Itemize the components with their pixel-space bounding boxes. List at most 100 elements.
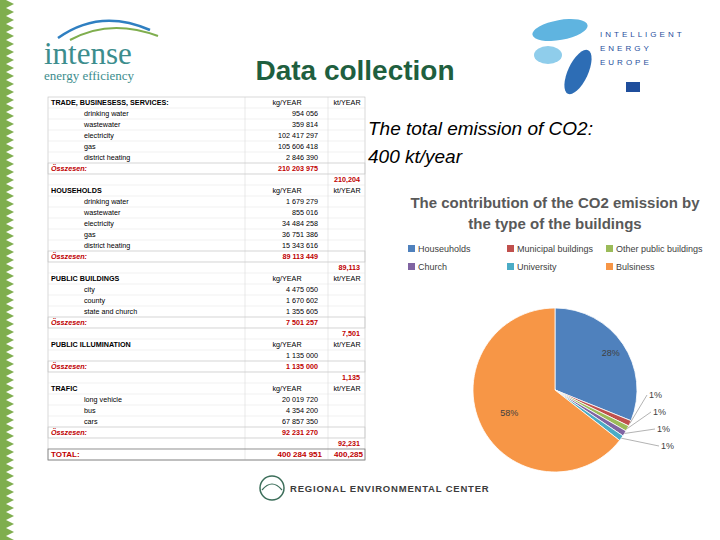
total-value: 210 203 975 xyxy=(278,164,318,173)
total-label: Összesen: xyxy=(51,362,88,371)
text-line: 400 kt/year xyxy=(368,146,463,167)
data-label: 1% xyxy=(649,390,662,400)
text-line: the type of the buildings xyxy=(468,215,641,232)
logo-text: EUROPE xyxy=(600,58,652,67)
total-kt: 210,204 xyxy=(334,175,360,184)
logo-text: intense xyxy=(44,36,132,71)
total-label: Összesen: xyxy=(51,252,88,261)
total-value: 1 135 000 xyxy=(286,362,318,371)
total-label: Összesen: xyxy=(51,428,88,437)
slide-text: The total emission of CO2: 400 kt/year xyxy=(368,118,593,167)
unit-header: kg/YEAR xyxy=(272,340,301,349)
logo-text: INTELLIGENT xyxy=(600,30,685,39)
data-label: 1% xyxy=(657,424,670,434)
eu-flag xyxy=(626,82,640,92)
chart-title: The contribution of the CO2 emission byt… xyxy=(410,194,700,232)
section-title: TRAFIC xyxy=(51,384,77,393)
total-label: Összesen: xyxy=(51,164,88,173)
section-title: HOUSEHOLDS xyxy=(51,186,102,195)
row-label: wastewater xyxy=(83,120,121,129)
total-kt: 1,135 xyxy=(342,373,360,382)
row-value: 15 343 616 xyxy=(282,241,318,250)
row-value: 2 846 390 xyxy=(286,153,318,162)
leader-line xyxy=(625,429,655,433)
leader-line xyxy=(621,438,659,446)
row-value: 102 417 297 xyxy=(278,131,318,140)
data-label: 28% xyxy=(602,348,620,358)
unit-header: kt/YEAR xyxy=(333,384,360,393)
data-label: 1% xyxy=(661,441,674,451)
total-label: Összesen: xyxy=(51,318,88,327)
unit-header: kg/YEAR xyxy=(272,384,301,393)
legend-swatch xyxy=(507,263,514,270)
row-label: bus xyxy=(84,406,96,415)
row-label: district heating xyxy=(84,153,130,162)
row-label: drinking water xyxy=(84,197,129,206)
total-row-border xyxy=(48,317,365,328)
row-value: 36 751 386 xyxy=(282,230,318,239)
chart: The contribution of the CO2 emission byt… xyxy=(408,194,703,472)
row-label: gas xyxy=(84,142,96,151)
section-title: TRADE, BUSINESESS, SERVICES: xyxy=(51,98,169,107)
legend-label: Municipal buildings xyxy=(517,244,594,254)
row-value: 34 484 258 xyxy=(282,219,318,228)
section-title: PUBLIC ILLUMINATION xyxy=(51,340,131,349)
row-label: cars xyxy=(84,417,98,426)
legend-swatch xyxy=(408,263,415,270)
logo-text: ENERGY xyxy=(600,44,652,53)
text-line: The total emission of CO2: xyxy=(368,118,593,139)
row-label: district heating xyxy=(84,241,130,250)
data-label: 1% xyxy=(653,407,666,417)
legend-label: Bulsiness xyxy=(616,262,655,272)
total-value: 92 231 270 xyxy=(282,428,318,437)
table-border xyxy=(48,97,365,460)
grand-total-value: 400 284 951 xyxy=(278,450,323,459)
section-title: PUBLIC BUILDINGS xyxy=(51,274,119,283)
grand-total-border xyxy=(48,449,365,460)
total-value: 89 113 449 xyxy=(282,252,318,261)
row-label: electricity xyxy=(84,131,114,140)
leader-line xyxy=(630,395,647,423)
legend-label: Other public buildings xyxy=(616,244,703,254)
row-value: 4 475 050 xyxy=(286,285,318,294)
logo-shape xyxy=(559,46,597,98)
row-value: 359 814 xyxy=(292,120,318,129)
row-value: 1 135 000 xyxy=(286,351,318,360)
table-grid xyxy=(48,383,365,384)
slide: intenseenergy efficiency Data collection I… xyxy=(0,0,720,540)
row-value: 4 354 200 xyxy=(286,406,318,415)
table-grid xyxy=(245,97,246,460)
pie-labels: 28%1%1%1%1%58% xyxy=(500,348,674,451)
row-label: long vehicle xyxy=(84,395,122,404)
legend-swatch xyxy=(408,245,415,252)
row-value: 855 016 xyxy=(292,208,318,217)
total-row-border xyxy=(48,163,365,174)
total-row-border xyxy=(48,361,365,372)
row-label: wastewater xyxy=(83,208,121,217)
footer-logo xyxy=(262,484,282,490)
row-value: 1 679 279 xyxy=(286,197,318,206)
row-label: county xyxy=(84,296,106,305)
logo-text: energy efficiency xyxy=(44,68,135,83)
legend-label: Church xyxy=(418,262,447,272)
logo-shape xyxy=(534,46,562,64)
row-value: 954 056 xyxy=(292,109,318,118)
grand-total-label: TOTAL: xyxy=(51,450,80,459)
legend-swatch xyxy=(507,245,514,252)
legend-swatch xyxy=(606,263,613,270)
row-value: 105 606 418 xyxy=(278,142,318,151)
row-value: 67 857 350 xyxy=(282,417,318,426)
slide-title: Data collection xyxy=(255,55,454,86)
row-label: electricity xyxy=(84,219,114,228)
legend-swatch xyxy=(606,245,613,252)
row-value: 20 019 720 xyxy=(282,395,318,404)
total-row-border xyxy=(48,251,365,262)
footer-logo xyxy=(260,476,284,500)
unit-header: kt/YEAR xyxy=(333,274,360,283)
footer: REGIONAL ENVIRONMENTAL CENTER xyxy=(260,476,490,500)
row-label: gas xyxy=(84,230,96,239)
unit-header: kg/YEAR xyxy=(272,98,301,107)
background xyxy=(0,0,720,540)
footer-text: REGIONAL ENVIRONMENTAL CENTER xyxy=(290,483,490,494)
row-label: drinking water xyxy=(84,109,129,118)
